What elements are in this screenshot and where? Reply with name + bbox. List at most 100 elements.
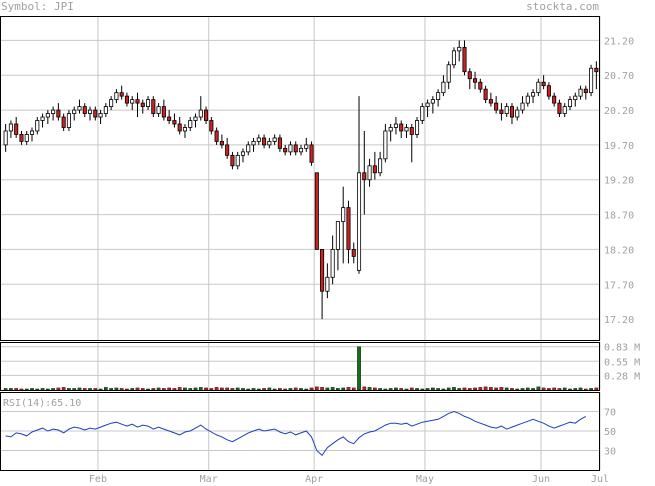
volume-bar bbox=[293, 387, 298, 391]
volume-bar bbox=[473, 387, 477, 391]
price-candles bbox=[3, 40, 599, 320]
candle-body bbox=[309, 144, 314, 163]
panel-frame bbox=[0, 392, 600, 471]
volume-tick-label: 0.55 M bbox=[604, 357, 640, 368]
candle-body bbox=[367, 165, 372, 181]
candle-body bbox=[314, 172, 319, 250]
candle-body bbox=[378, 158, 383, 174]
candle-body bbox=[467, 71, 472, 80]
candle-body bbox=[277, 137, 282, 149]
rsi-series-line bbox=[5, 410, 587, 457]
rsi-tick-label: 70 bbox=[604, 408, 616, 419]
volume-bar bbox=[383, 388, 388, 391]
candle-body bbox=[541, 81, 546, 87]
volume-bar bbox=[256, 388, 261, 391]
volume-bar bbox=[98, 388, 103, 391]
candle-body bbox=[72, 109, 77, 114]
volume-bar bbox=[246, 388, 251, 391]
volume-bar bbox=[478, 387, 483, 391]
candle-body bbox=[156, 106, 161, 114]
symbol-label: Symbol: JPI bbox=[1, 0, 74, 13]
volume-bar bbox=[225, 387, 229, 391]
panel-frames bbox=[0, 16, 600, 471]
volume-bar bbox=[351, 387, 356, 391]
candle-body bbox=[235, 154, 240, 167]
volume-bar bbox=[378, 388, 382, 391]
candle-body bbox=[230, 154, 235, 167]
candle-body bbox=[304, 144, 309, 149]
candle-body bbox=[272, 137, 277, 142]
candle-body bbox=[98, 113, 103, 118]
volume-bar bbox=[172, 388, 177, 391]
candle-body bbox=[546, 85, 551, 97]
candle-body bbox=[578, 88, 583, 97]
candle-body bbox=[293, 144, 298, 153]
volume-bar bbox=[45, 388, 50, 391]
candle-body bbox=[346, 207, 351, 250]
candle-body bbox=[589, 67, 594, 94]
volume-bar bbox=[204, 387, 208, 391]
volume-bar bbox=[272, 388, 277, 391]
volume-bar bbox=[214, 387, 219, 391]
candle-body bbox=[124, 95, 129, 104]
candle-body bbox=[114, 92, 119, 101]
candle-body bbox=[182, 127, 187, 132]
volume-bar bbox=[188, 388, 193, 391]
candle-body bbox=[488, 99, 493, 104]
candle-body bbox=[441, 81, 446, 94]
volume-bar bbox=[520, 388, 525, 391]
volume-bar bbox=[583, 388, 588, 391]
candle-body bbox=[29, 130, 35, 135]
volume-bar bbox=[14, 388, 19, 391]
volume-bar bbox=[436, 388, 440, 391]
volume-bar bbox=[404, 388, 409, 391]
volume-bars bbox=[3, 346, 599, 391]
volume-bar bbox=[251, 388, 256, 391]
volume-bar bbox=[230, 388, 235, 391]
price-tick-label: 18.70 bbox=[604, 211, 634, 222]
volume-bar bbox=[9, 388, 13, 391]
candle-body bbox=[399, 123, 404, 132]
price-tick-label: 21.20 bbox=[604, 36, 634, 47]
volume-bar bbox=[61, 387, 66, 391]
volume-bar bbox=[30, 388, 34, 391]
candle-body bbox=[204, 109, 209, 121]
candle-body bbox=[214, 130, 219, 142]
candle-body bbox=[335, 221, 340, 250]
volume-bar bbox=[425, 388, 430, 391]
volume-bar bbox=[441, 388, 446, 391]
volume-bar bbox=[35, 388, 40, 391]
volume-bar bbox=[489, 387, 493, 391]
grid-layer bbox=[0, 16, 601, 470]
candle-body bbox=[61, 116, 66, 128]
candle-body bbox=[188, 120, 193, 128]
volume-bar bbox=[415, 388, 419, 391]
volume-bar bbox=[67, 388, 71, 391]
site-name[interactable]: stockta.com bbox=[526, 0, 599, 13]
candle-body bbox=[66, 113, 71, 128]
volume-bar bbox=[278, 388, 282, 391]
candle-body bbox=[478, 81, 483, 90]
rsi-tick-label: 30 bbox=[604, 447, 616, 458]
volume-bar bbox=[77, 387, 82, 391]
volume-bar bbox=[151, 388, 156, 391]
volume-bar bbox=[357, 346, 361, 391]
volume-bar bbox=[262, 388, 266, 391]
candle-body bbox=[515, 109, 520, 118]
volume-bar bbox=[589, 388, 593, 391]
volume-bar bbox=[162, 388, 166, 391]
volume-bar bbox=[135, 387, 140, 391]
volume-bar bbox=[325, 387, 330, 391]
candle-body bbox=[562, 106, 567, 114]
volume-bar bbox=[156, 387, 161, 391]
candle-body bbox=[262, 137, 267, 146]
volume-bar bbox=[568, 388, 572, 391]
volume-bar bbox=[409, 387, 414, 391]
candle-body bbox=[383, 130, 388, 160]
volume-bar bbox=[130, 388, 135, 391]
volume-bar bbox=[314, 386, 319, 391]
candle-body bbox=[172, 120, 177, 125]
volume-bar bbox=[552, 387, 557, 391]
candle-body bbox=[209, 120, 214, 132]
candle-body bbox=[167, 116, 172, 121]
